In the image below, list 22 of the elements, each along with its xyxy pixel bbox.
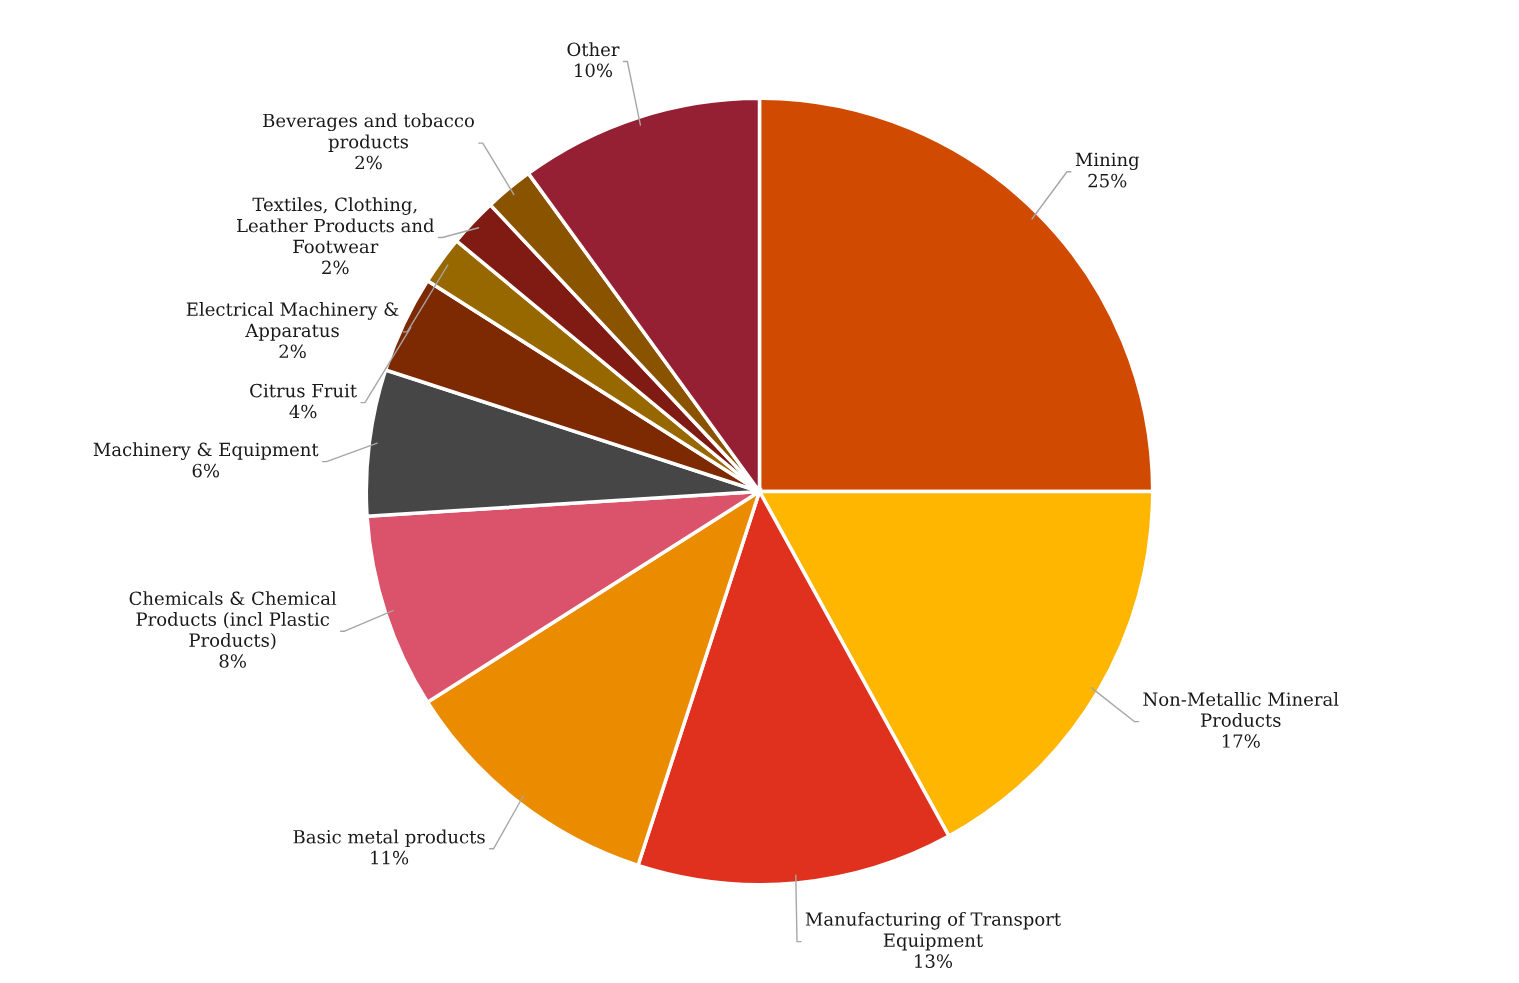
data-label: 6% <box>192 463 220 478</box>
slice-label: Machinery & Equipment <box>93 442 319 460</box>
slice-label: Mining <box>1075 152 1140 171</box>
slice-label: Textiles, Clothing, Leather Products and Footwear <box>237 197 435 254</box>
slice-label: Basic metal products <box>293 829 485 848</box>
data-label: 10% <box>575 63 613 78</box>
data-label: 25% <box>1088 173 1127 188</box>
data-label: 2% <box>279 344 306 359</box>
slice-label: Non-Metallic Mineral Products <box>1143 692 1339 727</box>
data-label: 4% <box>289 404 317 419</box>
slice-label: Chemicals & Chemical Products (incl Plastic Products) <box>129 591 337 650</box>
data-label: 17% <box>1222 734 1260 748</box>
slice-label: Other <box>567 42 620 57</box>
slice-label: Beverages and tobacco products <box>263 113 474 152</box>
slice-label: Citrus Fruit <box>250 383 357 398</box>
data-label: 2% <box>355 155 382 170</box>
data-label: 13% <box>915 954 953 968</box>
data-label: 11% <box>371 850 409 865</box>
slice-label: Manufacturing of Transport Equipment <box>805 911 1061 951</box>
data-label: 8% <box>219 654 246 668</box>
data-label: 2% <box>322 260 349 275</box>
slice-label: Electrical Machinery & Apparatus <box>186 302 399 341</box>
